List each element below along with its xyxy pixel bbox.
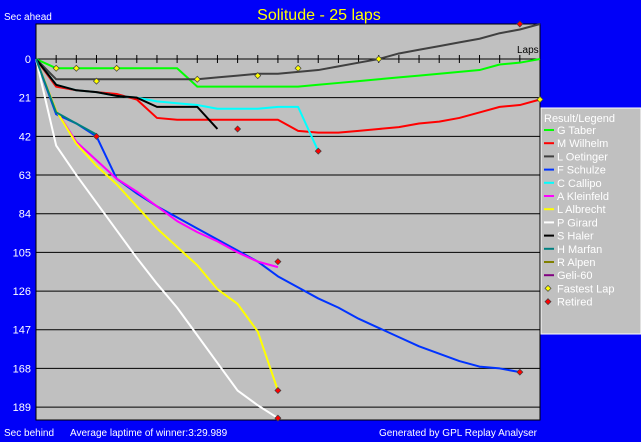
y-tick-label: 63 bbox=[19, 170, 31, 182]
plot-area bbox=[35, 23, 541, 421]
legend-fastest-lap-marker bbox=[544, 284, 552, 292]
legend-box bbox=[540, 107, 641, 335]
y-label-bottom: Sec behind bbox=[4, 428, 54, 439]
fastest-lap-marker bbox=[52, 64, 60, 72]
retired-marker bbox=[92, 132, 100, 140]
y-tick-label: 168 bbox=[13, 363, 31, 375]
series-lines bbox=[35, 23, 541, 420]
legend-entry: Geli-60 bbox=[557, 270, 592, 282]
series-line bbox=[35, 58, 541, 134]
fastest-lap-marker bbox=[193, 75, 201, 83]
legend-title: Result/Legend bbox=[544, 113, 615, 125]
fastest-lap-marker bbox=[536, 96, 544, 104]
markers bbox=[52, 20, 544, 422]
x-axis-label: Laps bbox=[517, 45, 539, 56]
footer-average-laptime: Average laptime of winner:3:29.989 bbox=[70, 428, 228, 439]
retired-marker bbox=[234, 125, 242, 133]
series-line bbox=[35, 58, 279, 420]
fastest-lap-marker bbox=[294, 64, 302, 72]
retired-marker bbox=[516, 20, 524, 28]
legend-entry: G Taber bbox=[557, 125, 596, 137]
series-line bbox=[35, 58, 219, 130]
legend-entry: S Haler bbox=[557, 231, 594, 243]
y-tick-label: 147 bbox=[13, 325, 31, 337]
fastest-lap-marker bbox=[254, 72, 262, 80]
grid-lines bbox=[36, 58, 540, 408]
fastest-lap-marker bbox=[92, 77, 100, 85]
retired-marker bbox=[274, 387, 282, 395]
footer-generated-by: Generated by GPL Replay Analyser bbox=[379, 428, 538, 439]
legend-entry: C Callipo bbox=[557, 178, 602, 190]
y-label-top: Sec ahead bbox=[4, 12, 52, 23]
y-tick-label: 0 bbox=[25, 54, 31, 66]
y-tick-label: 189 bbox=[13, 402, 31, 414]
y-tick-label: 42 bbox=[19, 131, 31, 143]
retired-marker bbox=[274, 414, 282, 422]
retired-marker bbox=[314, 147, 322, 155]
y-tick-label: 105 bbox=[13, 247, 31, 259]
series-line bbox=[35, 58, 279, 391]
legend-entry: P Girard bbox=[557, 217, 598, 229]
legend-entry: L Albrecht bbox=[557, 204, 606, 216]
fastest-lap-marker bbox=[72, 64, 80, 72]
legend-entry: L Oetinger bbox=[557, 151, 608, 163]
legend-entry: R Alpen bbox=[557, 257, 596, 269]
fastest-lap-marker bbox=[113, 64, 121, 72]
legend-entry: A Kleinfeld bbox=[557, 191, 609, 203]
chart-title: Solitude - 25 laps bbox=[257, 7, 381, 24]
series-line bbox=[35, 23, 541, 81]
y-tick-label: 84 bbox=[19, 209, 31, 221]
fastest-lap-marker bbox=[375, 55, 383, 63]
y-tick-label: 21 bbox=[19, 93, 31, 105]
legend-entry: Fastest Lap bbox=[557, 283, 614, 295]
legend-entry: H Marfan bbox=[557, 244, 602, 256]
retired-marker bbox=[274, 258, 282, 266]
y-tick-labels: 0 21 42 63 84 105 126 147 168 189 bbox=[13, 54, 31, 414]
legend-entry: Retired bbox=[557, 297, 592, 309]
legend-entry: F Schulze bbox=[557, 165, 606, 177]
legend-entry: M Wilhelm bbox=[557, 138, 608, 150]
x-axis bbox=[35, 54, 541, 63]
legend-retired-marker bbox=[544, 298, 552, 306]
retired-marker bbox=[516, 368, 524, 376]
y-tick-label: 126 bbox=[13, 286, 31, 298]
series-line bbox=[35, 58, 97, 136]
